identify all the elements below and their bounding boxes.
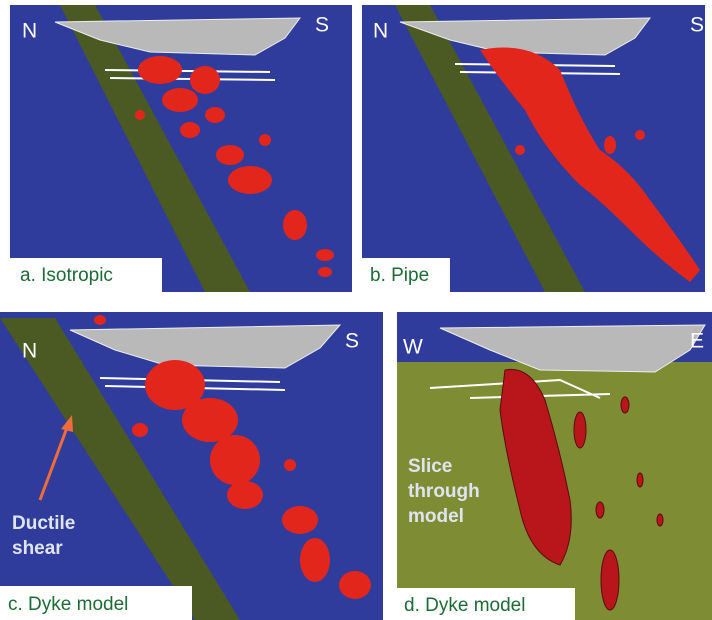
panel-b: N S b. Pipe (362, 5, 705, 292)
shape (94, 315, 106, 325)
right-label: S (315, 14, 329, 37)
shape (132, 423, 148, 437)
annotation-line: shear (12, 538, 63, 559)
shape (300, 538, 330, 582)
shape (637, 473, 643, 487)
shape (228, 166, 272, 194)
shape (282, 506, 318, 534)
shape (227, 481, 263, 509)
caption: a. Isotropic (20, 265, 113, 286)
shape (216, 145, 244, 165)
left-label: N (22, 340, 37, 363)
shape (604, 136, 616, 154)
page: {"panels": [ {"left": "N", "right": "S",… (0, 0, 712, 620)
panel-d: W E Slice through model d. Dyke model (397, 312, 712, 620)
figure: N S a. Isotropic N S b. Pipe N (0, 0, 712, 620)
shape (515, 145, 525, 155)
shape (621, 397, 629, 413)
shape (190, 66, 220, 94)
annotation-line: Ductile (12, 513, 75, 534)
shape (339, 571, 371, 599)
shape (318, 267, 332, 277)
left-label: N (373, 20, 388, 43)
shape (162, 88, 198, 112)
shape (283, 210, 307, 240)
caption: b. Pipe (370, 265, 429, 286)
shape (180, 122, 200, 138)
shape (138, 56, 182, 84)
shape (657, 514, 663, 526)
shape (316, 249, 334, 261)
right-label: S (690, 14, 704, 37)
caption: d. Dyke model (404, 595, 525, 616)
right-label: E (690, 330, 704, 353)
panel-c: N S Ductile shear c. Dyke model (0, 312, 383, 620)
left-label: W (403, 336, 423, 359)
shape (601, 550, 619, 610)
shape (182, 398, 238, 442)
shape (574, 412, 586, 448)
right-label: S (345, 330, 359, 353)
left-label: N (22, 20, 37, 43)
caption: c. Dyke model (8, 594, 128, 615)
shape (210, 435, 260, 485)
shape (284, 459, 296, 471)
shape (532, 86, 568, 114)
shape (259, 134, 271, 146)
shape (135, 110, 145, 120)
shape (635, 130, 645, 140)
panel-a: N S a. Isotropic (10, 5, 352, 292)
annotation-line: model (408, 506, 464, 527)
annotation-line: Slice (408, 456, 452, 477)
shape (596, 502, 604, 518)
annotation-line: through (408, 481, 480, 502)
shape (205, 107, 225, 123)
